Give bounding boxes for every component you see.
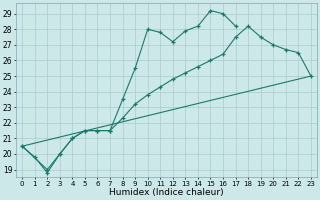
X-axis label: Humidex (Indice chaleur): Humidex (Indice chaleur) [109,188,224,197]
